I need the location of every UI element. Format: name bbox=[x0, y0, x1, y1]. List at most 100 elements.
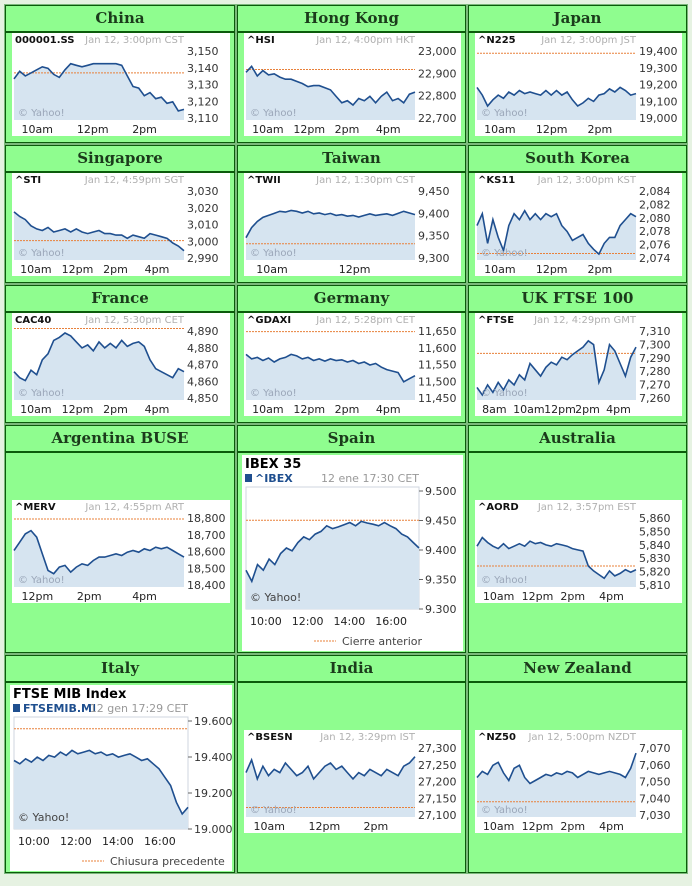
y-tick-label: 7,040 bbox=[639, 792, 671, 805]
x-tick-label: 10:00 bbox=[250, 615, 282, 628]
x-tick-label: 10am bbox=[252, 403, 283, 416]
market-cell-hong-kong: Hong Kong ^HSI Jan 12, 4:00pm HKT © Yahoo! 2… bbox=[236, 4, 467, 144]
price-line bbox=[13, 332, 185, 382]
price-line bbox=[13, 211, 185, 252]
price-line bbox=[476, 86, 637, 108]
y-tick-label: 11,650 bbox=[418, 325, 457, 338]
stock-chart[interactable]: 000001.SS Jan 12, 3:00pm CST © Yahoo! 3,150… bbox=[12, 33, 230, 136]
price-area bbox=[477, 87, 636, 120]
x-tick-label: 4pm bbox=[599, 820, 624, 833]
y-tick-label: 18,400 bbox=[187, 579, 226, 592]
x-tick-label: 2pm bbox=[335, 123, 360, 136]
y-tick-label: 27,250 bbox=[418, 759, 457, 772]
stock-chart-large[interactable]: FTSE MIB Index FTSEMIB.MI 12 gen 17:29 CET… bbox=[10, 685, 232, 871]
ticker-symbol: ^GDAXI bbox=[247, 315, 291, 326]
y-tick-label: 7,060 bbox=[639, 759, 671, 772]
chart-svg: ^STI Jan 12, 4:59pm SGT © Yahoo! 3,030 3,020… bbox=[13, 175, 219, 276]
timestamp: Jan 12, 5:30pm CET bbox=[84, 315, 185, 326]
market-cell-taiwan: Taiwan ^TWII Jan 12, 1:30pm CST © Yahoo! 9,4… bbox=[236, 144, 467, 284]
timestamp: Jan 12, 5:00pm NZDT bbox=[527, 732, 636, 743]
market-cell-south-korea: South Korea ^KS11 Jan 12, 3:00pm KST © Yaho… bbox=[467, 144, 688, 284]
yahoo-watermark: © Yahoo! bbox=[18, 248, 65, 259]
stock-chart[interactable]: ^N225 Jan 12, 3:00pm JST © Yahoo! 19,400 19,… bbox=[475, 33, 682, 136]
x-tick-label: 14:00 bbox=[334, 615, 366, 628]
stock-chart[interactable]: ^MERV Jan 12, 4:55pm ART © Yahoo! 18,800 18,… bbox=[12, 500, 230, 603]
y-tick-label: 2,082 bbox=[639, 198, 671, 211]
chart-svg: ^MERV Jan 12, 4:55pm ART © Yahoo! 18,800 18,… bbox=[13, 502, 226, 603]
market-region-title: New Zealand bbox=[468, 655, 687, 683]
market-cell-france: France CAC40 Jan 12, 5:30pm CET © Yahoo! 4,8… bbox=[4, 284, 236, 424]
x-tick-label: 10am bbox=[20, 263, 51, 276]
price-line bbox=[245, 353, 416, 383]
x-tick-label: 10am bbox=[256, 263, 287, 276]
ticker-symbol: CAC40 bbox=[15, 315, 51, 326]
market-region-title: China bbox=[5, 5, 235, 33]
x-tick-label: 2pm bbox=[335, 403, 360, 416]
y-tick-label: 19.200 bbox=[194, 787, 232, 800]
price-line bbox=[245, 520, 420, 584]
y-tick-label: 2,084 bbox=[639, 185, 671, 198]
y-tick-label: 4,870 bbox=[187, 359, 219, 372]
market-region-title: Singapore bbox=[5, 145, 235, 173]
x-tick-label: 12:00 bbox=[60, 835, 92, 848]
price-area bbox=[477, 210, 636, 260]
stock-chart[interactable]: ^NZ50 Jan 12, 5:00pm NZDT © Yahoo! 7,070 7,0… bbox=[475, 730, 682, 833]
x-tick-label: 4pm bbox=[376, 403, 401, 416]
y-tick-label: 11,500 bbox=[418, 375, 457, 388]
x-tick-label: 12pm bbox=[309, 820, 341, 833]
x-tick-label: 10am bbox=[483, 590, 514, 603]
stock-chart[interactable]: ^HSI Jan 12, 4:00pm HKT © Yahoo! 23,000 22,9… bbox=[244, 33, 461, 136]
market-cell-uk-ftse-100: UK FTSE 100 ^FTSE Jan 12, 4:29pm GMT © Yaho… bbox=[467, 284, 688, 424]
stock-chart[interactable]: ^KS11 Jan 12, 3:00pm KST © Yahoo! 2,084 2,08… bbox=[475, 173, 682, 276]
market-cell-japan: Japan ^N225 Jan 12, 3:00pm JST © Yahoo! 19,4… bbox=[467, 4, 688, 144]
y-tick-label: 3,000 bbox=[187, 235, 219, 248]
y-tick-label: 19,200 bbox=[639, 79, 678, 92]
market-region-title: India bbox=[237, 655, 466, 683]
price-area bbox=[14, 63, 184, 120]
ticker-symbol: ^MERV bbox=[15, 502, 56, 513]
y-tick-label: 3,010 bbox=[187, 219, 219, 232]
y-tick-label: 27,200 bbox=[418, 776, 457, 789]
price-area bbox=[14, 530, 184, 587]
x-tick-label: 16:00 bbox=[144, 835, 176, 848]
stock-chart[interactable]: ^AORD Jan 12, 3:57pm EST © Yahoo! 5,860 5,85… bbox=[475, 500, 682, 603]
y-tick-label: 7,050 bbox=[639, 776, 671, 789]
stock-chart[interactable]: CAC40 Jan 12, 5:30pm CET © Yahoo! 4,890 4,88… bbox=[12, 313, 230, 416]
yahoo-watermark: © Yahoo! bbox=[250, 108, 297, 119]
chart-svg: ^NZ50 Jan 12, 5:00pm NZDT © Yahoo! 7,070 7,0… bbox=[476, 732, 671, 833]
x-tick-label: 4pm bbox=[132, 590, 157, 603]
stock-chart[interactable]: ^STI Jan 12, 4:59pm SGT © Yahoo! 3,030 3,020… bbox=[12, 173, 230, 276]
y-tick-label: 3,130 bbox=[187, 79, 219, 92]
y-tick-label: 7,290 bbox=[639, 352, 671, 365]
ticker-symbol: ^TWII bbox=[247, 175, 281, 186]
stock-chart[interactable]: ^FTSE Jan 12, 4:29pm GMT © Yahoo! 7,310 7,30… bbox=[475, 313, 682, 416]
market-cell-spain: Spain IBEX 35 ^IBEX 12 ene 17:30 CET © Yahoo… bbox=[236, 424, 467, 654]
chart-svg: ^BSESN Jan 12, 3:29pm IST © Yahoo! 27,300 27… bbox=[245, 732, 457, 833]
timestamp: Jan 12, 4:00pm HKT bbox=[315, 35, 416, 46]
x-tick-label: 2pm bbox=[132, 123, 157, 136]
y-tick-label: 7,270 bbox=[639, 379, 671, 392]
chart-svg: ^N225 Jan 12, 3:00pm JST © Yahoo! 19,400 19,… bbox=[476, 35, 678, 136]
stock-chart[interactable]: ^TWII Jan 12, 1:30pm CST © Yahoo! 9,450 9,40… bbox=[244, 173, 461, 276]
price-area bbox=[246, 354, 415, 400]
price-line bbox=[476, 752, 637, 785]
timestamp: Jan 12, 3:00pm CST bbox=[84, 35, 185, 46]
stock-chart-large[interactable]: IBEX 35 ^IBEX 12 ene 17:30 CET © Yahoo! 9.50… bbox=[242, 455, 463, 651]
price-line bbox=[13, 529, 185, 575]
ticker-symbol: ^STI bbox=[15, 175, 41, 186]
chart-svg: CAC40 Jan 12, 5:30pm CET © Yahoo! 4,890 4,88… bbox=[13, 315, 219, 416]
y-tick-label: 9,400 bbox=[418, 207, 450, 220]
stock-chart[interactable]: ^BSESN Jan 12, 3:29pm IST © Yahoo! 27,300 27… bbox=[244, 730, 461, 833]
x-tick-label: 12pm bbox=[77, 123, 109, 136]
x-tick-label: 4pm bbox=[145, 263, 170, 276]
y-tick-label: 5,860 bbox=[639, 512, 671, 525]
yahoo-watermark: © Yahoo! bbox=[481, 805, 528, 816]
ticker-symbol: ^HSI bbox=[247, 35, 275, 46]
y-tick-label: 19,300 bbox=[639, 62, 678, 75]
stock-chart[interactable]: ^GDAXI Jan 12, 5:28pm CET © Yahoo! 11,650 11… bbox=[244, 313, 461, 416]
ticker-symbol: ^AORD bbox=[478, 502, 519, 513]
y-tick-label: 2,080 bbox=[639, 212, 671, 225]
ticker-symbol: ^N225 bbox=[478, 35, 516, 46]
ticker-symbol: ^BSESN bbox=[247, 732, 293, 743]
market-cell-germany: Germany ^GDAXI Jan 12, 5:28pm CET © Yahoo! 1… bbox=[236, 284, 467, 424]
